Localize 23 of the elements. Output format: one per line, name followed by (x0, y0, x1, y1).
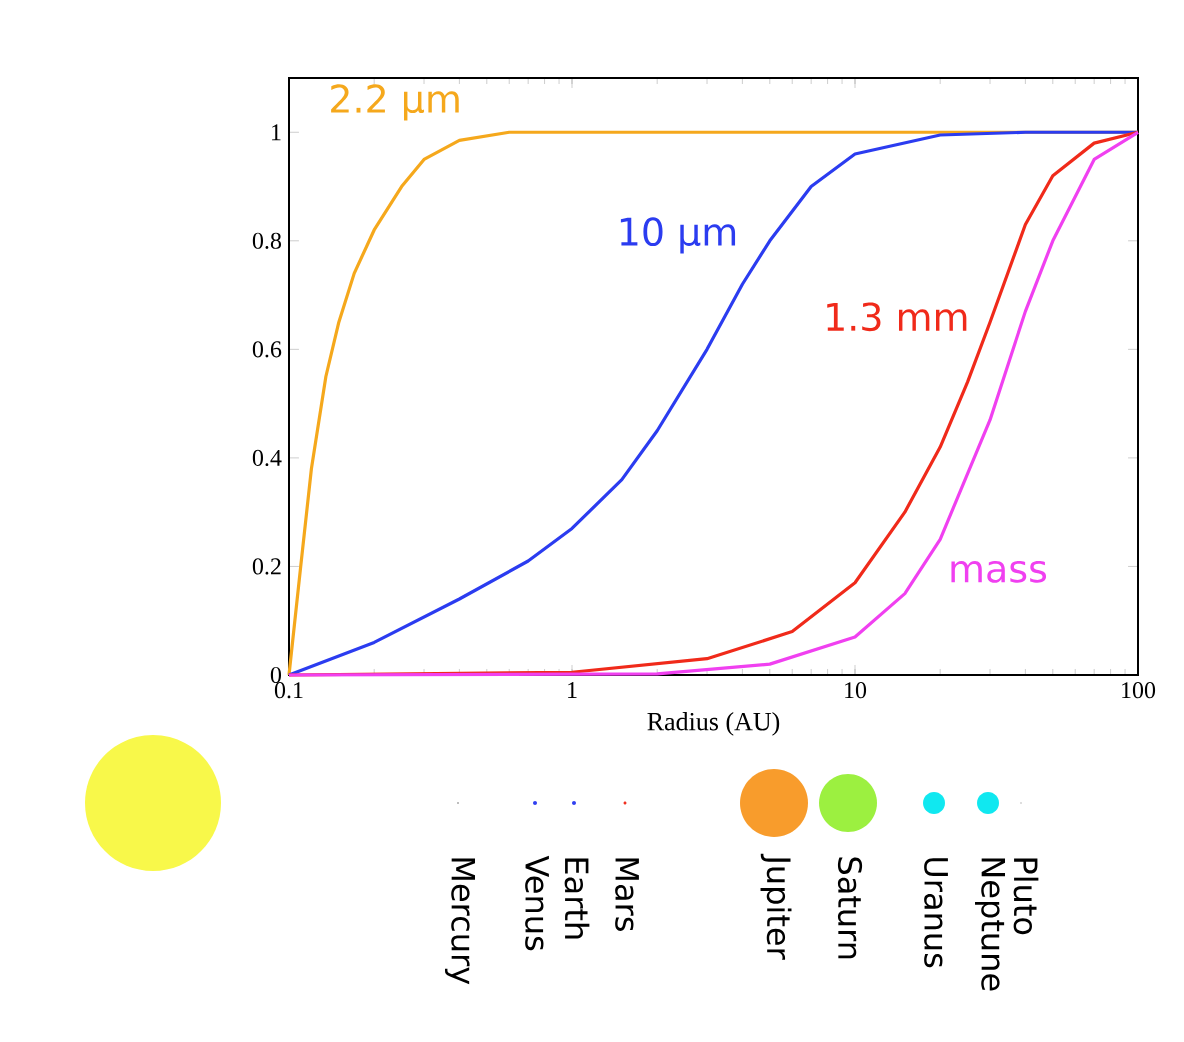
x-axis-title: Radius (AU) (647, 712, 780, 736)
text: Neptune (975, 858, 1006, 991)
text: Pluto (1013, 858, 1039, 935)
x-tick-label: 100 (1122, 682, 1156, 699)
y-tick-label: 1 (272, 124, 281, 141)
text: Jupiter (760, 853, 792, 960)
text: Earth (564, 858, 590, 939)
series-label: 1.3 mm (827, 302, 967, 332)
text: Saturn (837, 857, 863, 959)
series-label: 2.2 μm (331, 84, 459, 121)
text: Mercury (445, 858, 476, 985)
text: Uranus (924, 858, 948, 968)
y-tick-label: 0.6 (252, 341, 282, 358)
text: Venus (525, 855, 549, 951)
series-label: mass (951, 560, 1047, 583)
series-label: 10 μm (620, 217, 736, 254)
y-tick-label: 0.4 (252, 449, 282, 467)
x-tick-label: 1 (568, 682, 577, 698)
y-tick-label: 0.8 (252, 232, 281, 249)
x-tick-label: 0.1 (274, 682, 303, 699)
text: Mars (615, 858, 639, 931)
x-tick-label: 10 (845, 682, 867, 699)
y-tick-label: 0.2 (252, 558, 281, 575)
